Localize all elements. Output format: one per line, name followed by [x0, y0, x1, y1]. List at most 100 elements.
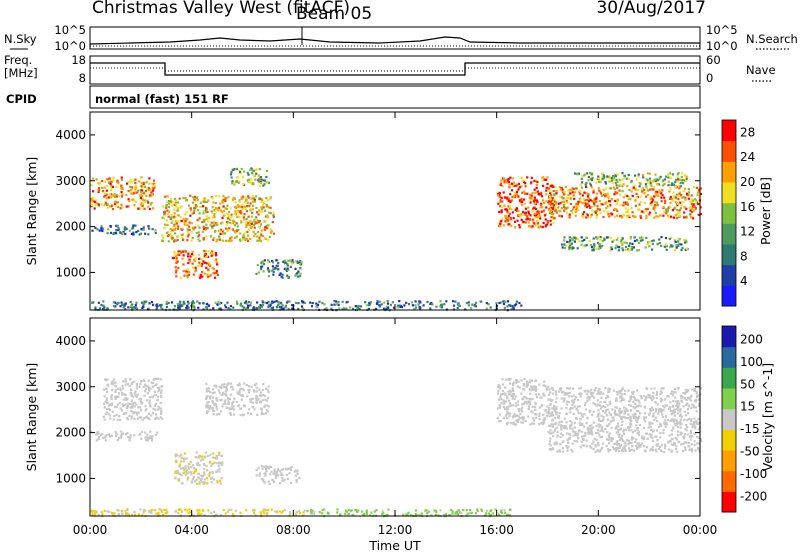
- velocity-cell: [310, 511, 313, 514]
- power-cell: [183, 269, 186, 272]
- power-cell: [643, 201, 646, 204]
- power-cell: [610, 246, 613, 249]
- power-cell: [167, 240, 170, 243]
- power-cell: [199, 201, 202, 204]
- power-cell: [270, 230, 273, 233]
- velocity-cbar-tick: -200: [740, 489, 767, 503]
- velocity-cell: [696, 446, 700, 450]
- velocity-cell: [124, 512, 128, 515]
- power-cell: [531, 210, 534, 213]
- power-cell: [489, 306, 492, 309]
- velocity-cell: [506, 514, 509, 517]
- velocity-cell: [140, 409, 143, 412]
- velocity-cell: [648, 412, 652, 415]
- velocity-cell: [632, 449, 635, 452]
- power-cell: [617, 249, 620, 252]
- velocity-cell: [677, 441, 680, 444]
- velocity-cell: [336, 511, 339, 514]
- power-cell: [506, 198, 509, 201]
- power-cell: [596, 208, 599, 211]
- power-cell: [229, 218, 232, 221]
- power-cell: [193, 306, 196, 309]
- power-cell: [232, 306, 235, 309]
- power-cell: [266, 227, 269, 230]
- power-cell: [113, 193, 116, 196]
- power-cell: [165, 231, 169, 235]
- power-cell: [222, 232, 225, 235]
- velocity-cell: [224, 512, 227, 515]
- power-cell: [141, 195, 144, 198]
- velocity-cell: [668, 407, 671, 410]
- velocity-cell: [202, 482, 205, 486]
- power-cell: [203, 218, 206, 221]
- power-cell: [678, 195, 681, 198]
- power-cell: [662, 205, 665, 209]
- velocity-cell: [257, 398, 260, 401]
- power-cell: [661, 184, 664, 187]
- velocity-cell: [637, 442, 640, 445]
- velocity-cell: [137, 411, 140, 414]
- power-cell: [692, 209, 695, 212]
- velocity-cell: [560, 397, 563, 400]
- power-cell: [92, 200, 95, 203]
- velocity-cell: [565, 393, 568, 396]
- power-cell: [596, 237, 599, 240]
- velocity-cell: [504, 407, 507, 410]
- power-cell: [500, 209, 503, 212]
- power-cell: [189, 207, 192, 210]
- velocity-cell: [672, 427, 675, 430]
- velocity-cell: [138, 434, 141, 437]
- power-cell: [606, 205, 609, 208]
- power-cell: [277, 300, 280, 303]
- power-cell: [687, 197, 690, 200]
- power-cell: [385, 308, 388, 311]
- velocity-cell: [528, 388, 531, 391]
- power-cell: [653, 216, 656, 219]
- power-cell: [581, 213, 585, 216]
- power-cell: [616, 209, 619, 212]
- velocity-cell: [635, 444, 638, 447]
- velocity-cell: [587, 432, 590, 435]
- velocity-cell: [285, 467, 288, 470]
- power-cbar-swatch: [722, 202, 736, 224]
- power-cell: [534, 207, 538, 210]
- power-cell: [143, 185, 146, 188]
- velocity-cell: [597, 415, 600, 418]
- power-cell: [680, 204, 683, 207]
- velocity-cell: [458, 511, 462, 514]
- power-cell: [529, 201, 532, 204]
- power-cell: [180, 219, 183, 223]
- velocity-cell: [679, 433, 682, 436]
- velocity-cell: [108, 510, 111, 513]
- velocity-cell: [480, 508, 483, 511]
- power-cell: [110, 193, 113, 196]
- velocity-cell: [570, 448, 573, 451]
- velocity-cell: [623, 448, 626, 451]
- velocity-cell: [321, 509, 324, 512]
- power-cell: [138, 233, 141, 236]
- power-cell: [214, 271, 217, 274]
- velocity-cell: [101, 512, 104, 515]
- power-cbar-frame: [721, 119, 737, 307]
- velocity-cell: [259, 511, 262, 514]
- power-cell: [569, 197, 572, 200]
- velocity-cell: [255, 386, 258, 389]
- velocity-cell: [666, 418, 669, 422]
- power-cell: [499, 221, 502, 224]
- power-cell: [205, 256, 208, 259]
- power-cell: [689, 213, 692, 216]
- power-cell: [186, 300, 190, 303]
- velocity-cell: [665, 404, 668, 407]
- power-cell: [616, 192, 619, 195]
- power-cell: [190, 301, 193, 304]
- power-cell: [677, 198, 680, 201]
- velocity-cell: [677, 409, 680, 412]
- velocity-cell: [570, 395, 573, 398]
- power-cell: [557, 202, 560, 205]
- power-cell: [193, 302, 196, 305]
- velocity-cell: [91, 514, 94, 517]
- power-cell: [533, 202, 536, 205]
- velocity-cell: [573, 405, 576, 408]
- velocity-cell: [507, 378, 510, 381]
- velocity-cell: [609, 414, 612, 417]
